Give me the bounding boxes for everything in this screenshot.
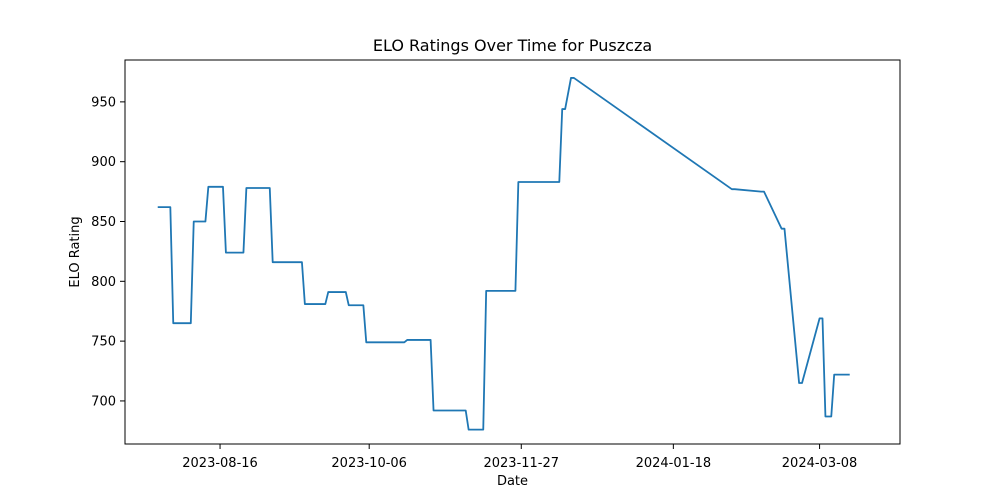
plot-area (125, 60, 900, 444)
plot-frame (124, 59, 901, 445)
x-axis-ticks: 2023-08-16 2023-10-06 2023-11-27 2024-01-18… (182, 444, 857, 471)
y-tick-label: 700 (91, 394, 116, 409)
x-tick-label: 2023-11-27 (483, 456, 559, 471)
x-tick-label: 2023-08-16 (182, 456, 258, 471)
x-tick-label: 2024-03-08 (782, 456, 858, 471)
y-tick-label: 850 (91, 215, 116, 230)
y-tick-label: 900 (91, 155, 116, 170)
y-tick-label: 950 (91, 95, 116, 110)
series-group (157, 77, 850, 431)
series-line-puszcza (157, 77, 850, 431)
y-axis-ticks: 700 750 800 850 900 950 (91, 95, 125, 409)
y-tick-label: 800 (91, 275, 116, 290)
y-axis-label: ELO Rating (68, 216, 83, 287)
y-tick-label: 750 (91, 335, 116, 350)
x-tick-label: 2024-01-18 (636, 456, 712, 471)
x-axis-label: Date (497, 474, 528, 489)
chart-title: ELO Ratings Over Time for Puszcza (373, 36, 652, 55)
x-tick-label: 2023-10-06 (331, 456, 407, 471)
